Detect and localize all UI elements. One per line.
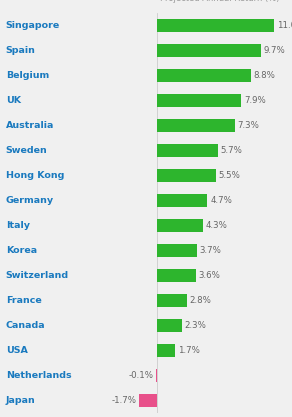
Text: 2.8%: 2.8%	[190, 296, 212, 305]
Text: 11.0%: 11.0%	[277, 20, 292, 30]
Text: 9.7%: 9.7%	[263, 45, 285, 55]
Text: Italy: Italy	[6, 221, 30, 230]
Bar	[157, 294, 187, 307]
Text: Australia: Australia	[6, 121, 54, 130]
Text: 3.6%: 3.6%	[198, 271, 220, 280]
Text: Singapore: Singapore	[6, 20, 60, 30]
Bar	[157, 43, 260, 57]
Bar	[157, 319, 182, 332]
Text: Japan: Japan	[6, 396, 36, 405]
Bar	[157, 244, 197, 257]
Text: 7.3%: 7.3%	[238, 121, 260, 130]
Text: 8.8%: 8.8%	[254, 70, 276, 80]
Text: 1.7%: 1.7%	[178, 346, 200, 355]
Bar	[157, 68, 251, 82]
Bar	[157, 219, 203, 232]
Text: 5.5%: 5.5%	[219, 171, 241, 180]
Text: Netherlands: Netherlands	[6, 371, 72, 380]
Text: 4.3%: 4.3%	[206, 221, 228, 230]
Bar	[157, 118, 235, 132]
Text: France: France	[6, 296, 41, 305]
Text: 7.9%: 7.9%	[244, 95, 266, 105]
Text: Spain: Spain	[6, 45, 36, 55]
Text: Germany: Germany	[6, 196, 54, 205]
Bar	[157, 269, 196, 282]
Bar	[157, 143, 218, 157]
Text: 5.7%: 5.7%	[221, 146, 243, 155]
Text: 2.3%: 2.3%	[185, 321, 206, 330]
Text: 3.7%: 3.7%	[199, 246, 221, 255]
Text: Canada: Canada	[6, 321, 46, 330]
Text: Switzerland: Switzerland	[6, 271, 69, 280]
Bar	[157, 193, 207, 207]
Text: Sweden: Sweden	[6, 146, 48, 155]
Bar	[157, 168, 216, 182]
Text: Projected Annual Return (%): Projected Annual Return (%)	[160, 0, 279, 3]
Bar	[139, 394, 157, 407]
Text: -1.7%: -1.7%	[111, 396, 136, 405]
Text: Hong Kong: Hong Kong	[6, 171, 64, 180]
Bar	[157, 18, 274, 32]
Text: UK: UK	[6, 95, 21, 105]
Text: USA: USA	[6, 346, 28, 355]
Bar	[156, 369, 157, 382]
Bar	[157, 93, 241, 107]
Text: -0.1%: -0.1%	[128, 371, 153, 380]
Text: 4.7%: 4.7%	[210, 196, 232, 205]
Bar	[157, 344, 175, 357]
Text: Korea: Korea	[6, 246, 37, 255]
Text: Belgium: Belgium	[6, 70, 49, 80]
